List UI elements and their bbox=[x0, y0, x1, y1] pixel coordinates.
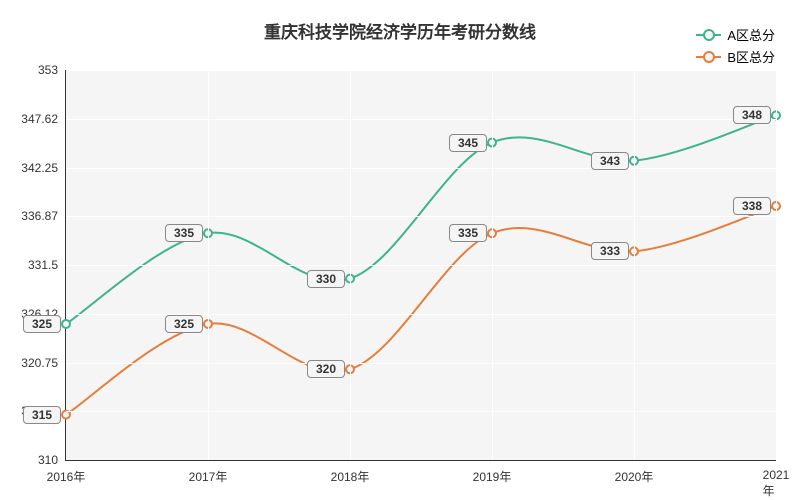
legend-item-a: A区总分 bbox=[696, 25, 775, 44]
x-tick-label: 2021年 bbox=[763, 460, 790, 499]
y-tick-label: 320.75 bbox=[21, 356, 66, 370]
data-label: 335 bbox=[449, 224, 487, 242]
data-label: 343 bbox=[591, 152, 629, 170]
line-chart: 重庆科技学院经济学历年考研分数线 A区总分 B区总分 310315.37320.… bbox=[0, 0, 800, 500]
chart-title: 重庆科技学院经济学历年考研分数线 bbox=[264, 18, 536, 43]
legend: A区总分 B区总分 bbox=[696, 25, 775, 69]
data-label: 320 bbox=[307, 360, 345, 378]
data-label: 348 bbox=[733, 106, 771, 124]
gridline-h bbox=[66, 168, 776, 169]
x-tick-label: 2017年 bbox=[189, 460, 228, 485]
data-label: 335 bbox=[165, 224, 203, 242]
legend-item-b: B区总分 bbox=[696, 47, 775, 66]
series-line bbox=[66, 115, 776, 324]
x-tick-label: 2018年 bbox=[331, 460, 370, 485]
data-label: 345 bbox=[449, 134, 487, 152]
plot-area: 310315.37320.75326.12331.5336.87342.2534… bbox=[65, 70, 776, 461]
y-tick-label: 336.87 bbox=[21, 209, 66, 223]
legend-swatch-b bbox=[696, 56, 721, 58]
gridline-h bbox=[66, 216, 776, 217]
gridline-v bbox=[208, 70, 209, 460]
data-label: 325 bbox=[165, 315, 203, 333]
x-tick-label: 2016年 bbox=[47, 460, 86, 485]
gridline-h bbox=[66, 411, 776, 412]
y-tick-label: 342.25 bbox=[21, 161, 66, 175]
data-marker bbox=[62, 320, 70, 328]
gridline-v bbox=[776, 70, 777, 460]
data-label: 330 bbox=[307, 270, 345, 288]
y-tick-label: 347.62 bbox=[21, 112, 66, 126]
data-label: 333 bbox=[591, 242, 629, 260]
x-tick-label: 2020年 bbox=[615, 460, 654, 485]
x-tick-label: 2019年 bbox=[473, 460, 512, 485]
data-label: 325 bbox=[23, 315, 61, 333]
gridline-h bbox=[66, 265, 776, 266]
gridline-v bbox=[634, 70, 635, 460]
gridline-h bbox=[66, 70, 776, 71]
gridline-v bbox=[492, 70, 493, 460]
data-label: 338 bbox=[733, 197, 771, 215]
legend-label-a: A区总分 bbox=[727, 25, 775, 44]
legend-label-b: B区总分 bbox=[727, 47, 775, 66]
y-tick-label: 353 bbox=[38, 63, 66, 77]
y-tick-label: 331.5 bbox=[28, 258, 66, 272]
legend-swatch-a bbox=[696, 34, 721, 36]
gridline-h bbox=[66, 363, 776, 364]
gridline-v bbox=[350, 70, 351, 460]
gridline-h bbox=[66, 119, 776, 120]
data-label: 315 bbox=[23, 406, 61, 424]
